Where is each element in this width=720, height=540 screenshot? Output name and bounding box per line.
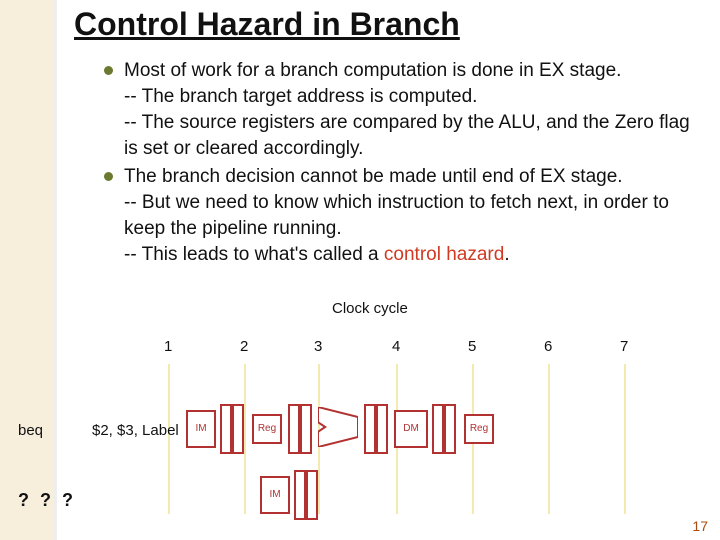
stage-reg-read: Reg — [252, 414, 282, 444]
latch — [220, 404, 232, 454]
cycle-divider — [244, 364, 246, 514]
page-number: 17 — [692, 518, 708, 534]
cycle-number: 2 — [240, 338, 248, 355]
stage-dm: DM — [394, 410, 428, 448]
latch — [306, 470, 318, 520]
stage-im-2: IM — [260, 476, 290, 514]
cycle-number: 5 — [468, 338, 476, 355]
cycle-divider — [168, 364, 170, 514]
bullet-list: Most of work for a branch computation is… — [104, 58, 700, 270]
bullet-dot-icon — [104, 66, 113, 75]
cycle-number: 7 — [620, 338, 628, 355]
latch — [288, 404, 300, 454]
slide-title: Control Hazard in Branch — [74, 6, 460, 43]
cycle-number: 6 — [544, 338, 552, 355]
latch — [300, 404, 312, 454]
instruction-beq: beq — [18, 422, 43, 439]
bullet-dot-icon — [104, 172, 113, 181]
bullet-item: Most of work for a branch computation is… — [104, 58, 700, 162]
instruction-beq-operands: $2, $3, Label — [92, 422, 179, 439]
latch — [294, 470, 306, 520]
bullet-item: The branch decision cannot be made until… — [104, 164, 700, 268]
cycle-divider — [548, 364, 550, 514]
clock-cycle-label: Clock cycle — [332, 300, 408, 317]
latch — [432, 404, 444, 454]
stage-im-1: IM — [186, 410, 216, 448]
latch — [376, 404, 388, 454]
stage-alu — [318, 407, 358, 447]
cycle-number: 4 — [392, 338, 400, 355]
pipeline-diagram: Clock cycle1234567beq$2, $3, Label? ? ?I… — [0, 330, 720, 530]
latch — [232, 404, 244, 454]
cycle-number: 1 — [164, 338, 172, 355]
latch — [444, 404, 456, 454]
instruction-unknown: ? ? ? — [18, 490, 76, 511]
cycle-divider — [624, 364, 626, 514]
cycle-number: 3 — [314, 338, 322, 355]
latch — [364, 404, 376, 454]
stage-reg-write: Reg — [464, 414, 494, 444]
